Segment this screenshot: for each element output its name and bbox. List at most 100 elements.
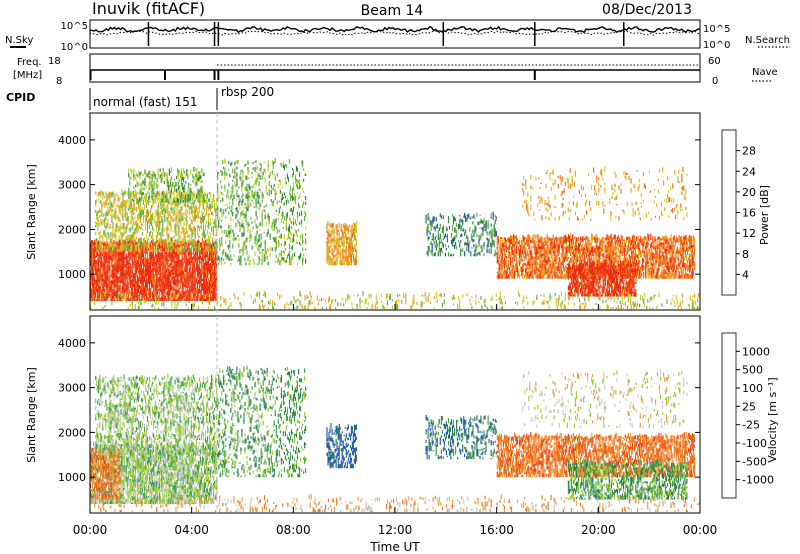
scatter-cell xyxy=(343,233,344,237)
scatter-cell xyxy=(262,200,263,203)
scatter-cell xyxy=(111,244,112,248)
scatter-cell xyxy=(184,204,185,206)
scatter-cell xyxy=(115,242,116,245)
scatter-cell xyxy=(98,245,99,250)
scatter-cell xyxy=(257,167,258,170)
scatter-cell xyxy=(356,249,357,253)
scatter-cell xyxy=(445,253,446,256)
scatter-cell xyxy=(190,224,191,227)
scatter-cell xyxy=(165,269,166,273)
scatter-cell xyxy=(289,244,290,249)
scatter-cell xyxy=(147,247,148,252)
scatter-cell xyxy=(264,161,265,163)
scatter-cell xyxy=(104,279,105,280)
scatter-cell xyxy=(273,203,274,207)
scatter-cell xyxy=(242,180,243,183)
scatter-cell xyxy=(141,192,142,195)
scatter-cell xyxy=(183,288,184,291)
scatter-cell xyxy=(190,248,191,252)
scatter-cell xyxy=(483,246,484,249)
scatter-cell xyxy=(349,241,350,244)
scatter-cell xyxy=(178,260,179,264)
scatter-cell xyxy=(93,246,94,249)
scatter-cell xyxy=(510,254,511,258)
scatter-cell xyxy=(352,242,353,246)
scatter-cell xyxy=(339,241,340,245)
scatter-cell xyxy=(135,171,136,173)
scatter-cell xyxy=(496,217,497,218)
scatter-cell xyxy=(184,299,185,301)
scatter-cell xyxy=(100,195,101,197)
scatter-cell xyxy=(265,169,266,174)
scatter-cell xyxy=(196,293,197,295)
scatter-cell xyxy=(266,185,267,190)
scatter-cell xyxy=(165,257,166,262)
scatter-cell xyxy=(158,193,159,194)
scatter-cell xyxy=(458,240,459,242)
scatter-cell xyxy=(260,175,261,180)
scatter-cell xyxy=(180,199,181,202)
noise-panel: 10^5 10^0 10^5 10^0 N.Sky N.Search xyxy=(5,20,790,53)
scatter-cell xyxy=(269,219,270,224)
scatter-cell xyxy=(233,233,234,237)
noise-panel-frame xyxy=(90,20,700,48)
scatter-cell xyxy=(195,286,196,288)
scatter-cell xyxy=(338,247,339,249)
scatter-cell xyxy=(98,223,99,226)
scatter-cell xyxy=(165,247,166,252)
scatter-cell xyxy=(305,238,306,243)
scatter-cell xyxy=(142,175,143,177)
scatter-cell xyxy=(97,229,98,231)
scatter-cell xyxy=(208,286,209,291)
scatter-cell xyxy=(214,263,215,265)
scatter-cell xyxy=(129,181,130,185)
scatter-cell xyxy=(159,238,160,242)
scatter-cell xyxy=(144,170,145,175)
scatter-cell xyxy=(504,266,505,269)
scatter-cell xyxy=(455,242,456,245)
scatter-cell xyxy=(196,261,197,264)
scatter-cell xyxy=(129,264,130,266)
scatter-cell xyxy=(261,233,262,236)
scatter-cell xyxy=(277,174,278,177)
scatter-cell xyxy=(265,255,266,257)
scatter-cell xyxy=(498,236,499,239)
scatter-cell xyxy=(150,234,151,236)
scatter-cell xyxy=(178,292,179,297)
scatter-cell xyxy=(236,183,237,186)
scatter-cell xyxy=(260,222,261,226)
scatter-cell xyxy=(274,228,275,231)
scatter-cell xyxy=(259,202,260,204)
scatter-cell xyxy=(135,177,136,179)
scatter-cell xyxy=(184,186,185,188)
scatter-cell xyxy=(356,226,357,228)
scatter-cell xyxy=(124,192,125,195)
scatter-cell xyxy=(453,237,454,242)
scatter-cell xyxy=(344,242,345,244)
scatter-cell xyxy=(124,251,125,254)
scatter-cell xyxy=(165,246,166,247)
scatter-cell xyxy=(262,258,263,262)
scatter-cell xyxy=(129,256,130,259)
scatter-cell xyxy=(93,253,94,255)
scatter-cell xyxy=(111,275,112,278)
scatter-cell xyxy=(142,262,143,264)
noise-left-tick-bottom: 10^0 xyxy=(61,42,88,53)
scatter-cell xyxy=(159,232,160,235)
scatter-cell xyxy=(100,191,101,195)
scatter-cell xyxy=(219,239,220,244)
scatter-cell xyxy=(147,272,148,274)
scatter-cell xyxy=(229,234,230,238)
scatter-cell xyxy=(522,277,523,278)
scatter-cell xyxy=(488,243,489,248)
scatter-cell xyxy=(456,246,457,250)
scatter-cell xyxy=(343,261,344,263)
scatter-cell xyxy=(203,235,204,237)
scatter-cell xyxy=(170,223,171,227)
scatter-cell xyxy=(116,245,117,247)
scatter-cell xyxy=(99,246,100,250)
scatter-cell xyxy=(130,235,131,238)
scatter-cell xyxy=(93,290,94,294)
scatter-cell xyxy=(236,190,237,195)
scatter-cell xyxy=(256,202,257,205)
